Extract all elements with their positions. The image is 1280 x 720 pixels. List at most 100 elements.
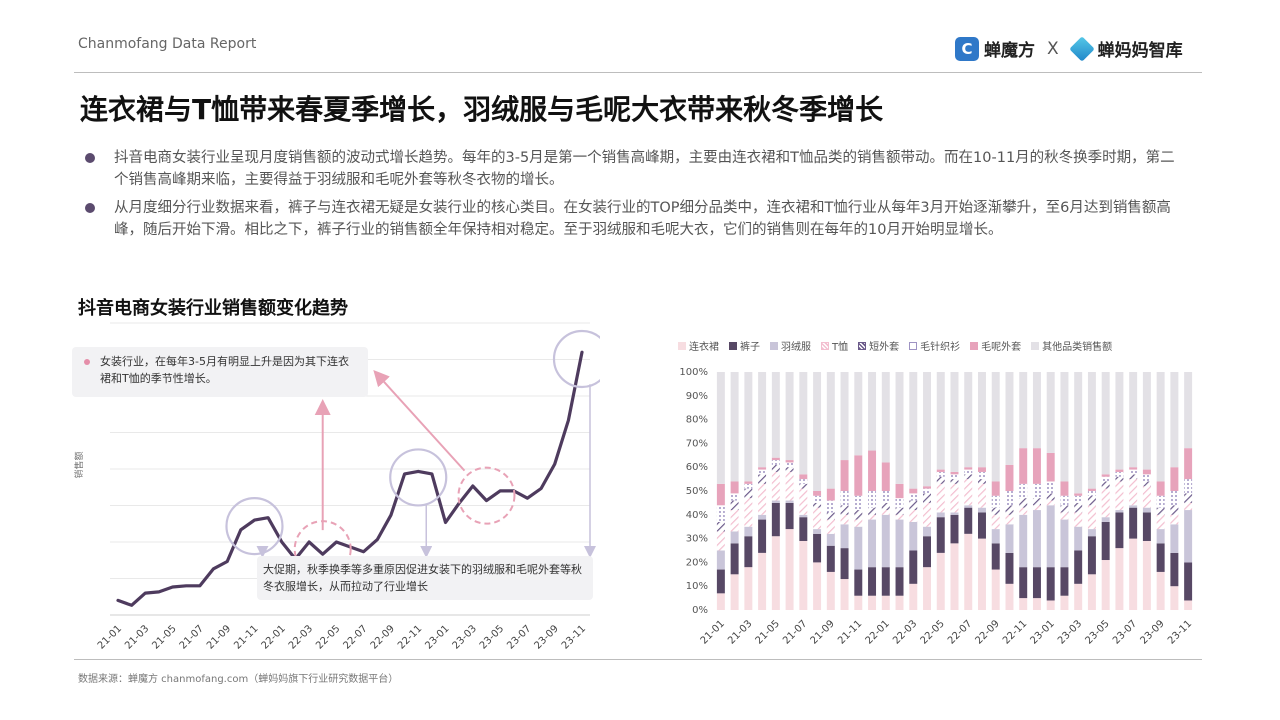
bar-segment xyxy=(1046,452,1055,482)
bar-segment xyxy=(909,372,918,489)
bar-segment xyxy=(991,495,1000,508)
bar-segment xyxy=(1087,505,1096,530)
bar-segment xyxy=(936,483,945,513)
y-tick-label: 70% xyxy=(686,438,708,449)
bar-segment xyxy=(1005,464,1014,491)
bar-segment xyxy=(895,498,904,508)
bar-segment xyxy=(1184,502,1193,511)
bar-segment xyxy=(716,593,725,610)
bar-segment xyxy=(936,552,945,610)
bar-segment xyxy=(840,491,849,506)
bar-segment xyxy=(1074,583,1083,610)
bar-segment xyxy=(1170,372,1179,468)
bar-segment xyxy=(758,467,767,470)
bar-segment xyxy=(964,505,973,508)
bar-segment xyxy=(1170,514,1179,525)
bar-segment xyxy=(1046,493,1055,501)
footer-divider xyxy=(74,659,1202,660)
brand2-name: 蝉妈妈智库 xyxy=(1097,41,1183,61)
bar-segment xyxy=(826,519,835,534)
bar-segment xyxy=(840,514,849,525)
bar-segment xyxy=(895,483,904,499)
bar-segment xyxy=(1170,586,1179,610)
bar-segment xyxy=(881,567,890,596)
bar-segment xyxy=(840,524,849,549)
bar-segment xyxy=(1156,495,1165,508)
bar-segment xyxy=(1060,495,1069,506)
bar-segment xyxy=(716,531,725,551)
bar-segment xyxy=(840,579,849,610)
bar-segment xyxy=(978,507,986,513)
bar-segment xyxy=(771,500,780,503)
bar-segment xyxy=(964,474,973,480)
bar-segment xyxy=(1184,600,1193,610)
legend-swatch-icon xyxy=(909,341,918,350)
x-tick-label: 23-01 xyxy=(423,623,451,651)
legend-label: 羽绒服 xyxy=(781,342,811,353)
bar-segment xyxy=(854,372,863,456)
bar-segment xyxy=(1142,507,1151,513)
bar-segment xyxy=(758,519,767,553)
bar-segment xyxy=(1060,567,1069,596)
bar-segment xyxy=(799,474,808,480)
bar-segment xyxy=(909,500,918,511)
bar-segment xyxy=(923,567,931,610)
bar-segment xyxy=(950,514,959,544)
bar-segment xyxy=(1046,505,1055,568)
bar-segment xyxy=(991,507,1000,515)
bar-segment xyxy=(1101,474,1110,477)
x-tick-label: 23-03 xyxy=(1056,618,1084,646)
annotation-arrow xyxy=(373,370,466,472)
bar-segment xyxy=(826,372,835,489)
bar-segment xyxy=(868,514,877,520)
bar-segment xyxy=(771,464,780,472)
bar-segment xyxy=(758,469,767,475)
y-tick-label: 90% xyxy=(686,391,708,402)
bar-segment xyxy=(1115,469,1124,472)
bar-segment xyxy=(854,526,863,570)
bar-segment xyxy=(1087,495,1096,506)
bar-segment xyxy=(881,514,890,568)
legend-item: 羽绒服 xyxy=(770,338,811,353)
bar-segment xyxy=(923,493,931,503)
bar-segment xyxy=(826,533,835,546)
bar-segment xyxy=(840,372,849,461)
bar-segment xyxy=(785,460,794,463)
bar-segment xyxy=(950,512,959,515)
bar-segment xyxy=(1129,372,1138,468)
bar-segment xyxy=(1046,567,1055,601)
y-tick-label: 80% xyxy=(686,415,708,426)
x-tick-label: 21-01 xyxy=(699,618,727,646)
bar-segment xyxy=(1005,583,1014,610)
bar-segment xyxy=(744,526,753,537)
bar-segment xyxy=(730,543,739,575)
bar-segment xyxy=(1142,512,1151,541)
legend-item: 裤子 xyxy=(729,338,760,353)
y-tick-label: 20% xyxy=(686,557,708,568)
bar-segment xyxy=(1032,372,1041,449)
x-tick-label: 22-05 xyxy=(314,623,342,651)
bar-segment xyxy=(978,483,986,508)
bar-segment xyxy=(1142,372,1151,470)
bar-segment xyxy=(1129,467,1138,470)
bar-segment xyxy=(909,493,918,501)
bar-segment xyxy=(909,521,918,551)
bar-segment xyxy=(1142,540,1151,610)
bar-segment xyxy=(1019,372,1028,449)
bar-segment xyxy=(1019,567,1028,599)
bar-segment xyxy=(1156,571,1165,610)
bar-segment xyxy=(1074,526,1083,551)
bar-segment xyxy=(771,502,780,537)
bar-segment xyxy=(1115,471,1124,477)
bar-segment xyxy=(1019,448,1028,484)
bar-segment xyxy=(936,469,945,472)
bar-segment xyxy=(1156,372,1165,482)
bar-segment xyxy=(730,500,739,511)
bar-segment xyxy=(785,471,794,501)
bar-segment xyxy=(1170,467,1179,491)
y-axis-label: 销售额 xyxy=(73,451,85,478)
legend-item: 连衣裙 xyxy=(678,338,719,353)
bar-segment xyxy=(771,372,780,458)
bar-segment xyxy=(854,455,863,496)
legend-swatch-icon xyxy=(678,341,686,350)
